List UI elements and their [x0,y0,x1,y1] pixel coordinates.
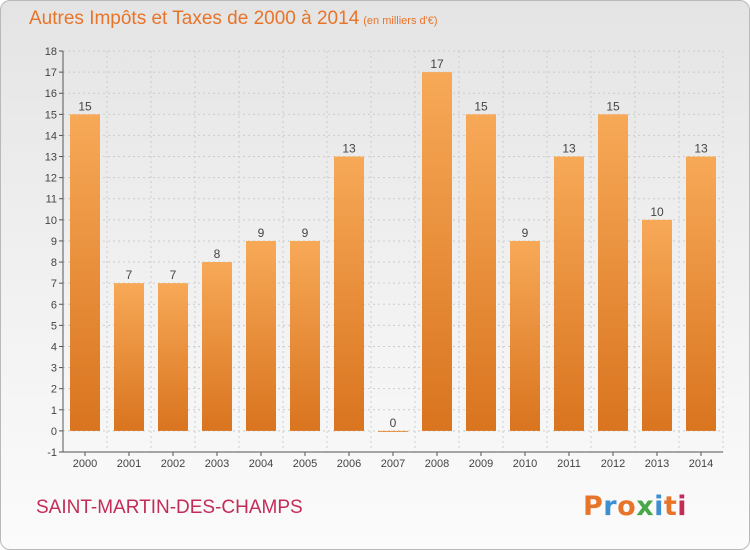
bar-2014 [686,156,716,431]
x-tick-label: 2003 [205,458,229,470]
logo-letter: o [617,491,637,522]
value-label: 9 [522,226,529,240]
bar-2006 [334,156,364,431]
logo-letter: i [677,491,688,522]
y-tick-label: 3 [51,363,57,375]
bar-2000 [70,114,100,431]
bar-2010 [510,240,540,431]
value-label: 9 [258,226,265,240]
chart-title-text: Autres Impôts et Taxes de 2000 à 2014 [29,8,360,29]
y-tick-label: 11 [46,194,57,206]
proxiti-logo[interactable]: Proxiti [583,491,687,522]
x-tick-label: 2006 [337,458,361,470]
x-tick-label: 2001 [117,458,141,470]
value-label: 13 [562,142,576,156]
y-tick-label: 1 [51,405,57,417]
bar-2002 [158,283,188,431]
x-tick-label: 2008 [425,458,449,470]
commune-name: SAINT-MARTIN-DES-CHAMPS [36,497,303,518]
y-tick-label: 6 [51,299,57,311]
y-tick-label: 18 [45,46,57,58]
bar-2009 [466,114,496,431]
y-tick-label: 5 [51,320,57,332]
bar-2008 [422,72,452,431]
x-tick-label: 2013 [645,458,669,470]
bar-2003 [202,262,232,431]
value-label: 15 [474,99,488,113]
x-tick-label: 2012 [601,458,625,470]
chart-unit: (en milliers d'€) [363,15,438,27]
logo-letter: t [663,491,678,522]
x-tick-label: 2005 [293,458,317,470]
y-tick-label: 7 [51,278,57,290]
x-tick-label: 2011 [557,458,581,470]
x-tick-label: 2000 [73,458,97,470]
bar-2005 [290,240,320,431]
logo-letter: i [654,491,664,522]
value-label: 9 [302,226,309,240]
bar-2004 [246,240,276,431]
x-tick-label: 2007 [381,458,405,470]
value-label: 13 [342,142,356,156]
x-tick-label: 2004 [249,458,273,470]
bar-2007 [378,430,408,432]
axes [59,50,723,456]
x-tick-label: 2002 [161,458,185,470]
value-label: 15 [78,99,92,113]
value-label: 7 [126,268,133,282]
x-tick-label: 2014 [689,458,713,470]
y-tick-label: 0 [51,426,57,438]
y-tick-label: 2 [51,384,57,396]
y-tick-label: 12 [45,173,57,185]
y-tick-label: 14 [45,130,57,142]
y-tick-label: 8 [51,257,57,269]
bar-2013 [642,219,672,431]
y-tick-label: -1 [47,447,57,459]
y-tick-label: 15 [45,109,57,121]
value-label: 8 [214,247,221,261]
value-label: 0 [390,416,397,430]
chart-title: Autres Impôts et Taxes de 2000 à 2014 (en… [29,8,438,30]
value-label: 15 [606,99,620,113]
bars [70,72,716,432]
bar-2001 [114,283,144,431]
logo-letter: r [603,491,618,522]
logo-letter: x [636,491,655,522]
x-tick-labels: 2000 2001 2002 2003 2004 2005 2006 2007 2008 2009… [73,458,713,470]
logo-letter: P [583,491,604,522]
x-tick-label: 2009 [469,458,493,470]
y-tick-label: 9 [51,236,57,248]
y-tick-label: 17 [45,67,57,79]
value-label: 10 [650,205,664,219]
value-label: 17 [430,57,444,71]
bar-2012 [598,114,628,431]
y-tick-label: 16 [45,88,57,100]
y-tick-label: 10 [45,215,57,227]
value-label: 7 [170,268,177,282]
y-tick-label: 4 [51,341,57,353]
value-labels: 15 7 7 8 9 9 13 0 17 15 9 13 15 10 13 [78,57,708,430]
bar-2011 [554,156,584,431]
value-label: 13 [694,142,708,156]
y-tick-label: 13 [45,152,57,164]
x-tick-label: 2010 [513,458,537,470]
